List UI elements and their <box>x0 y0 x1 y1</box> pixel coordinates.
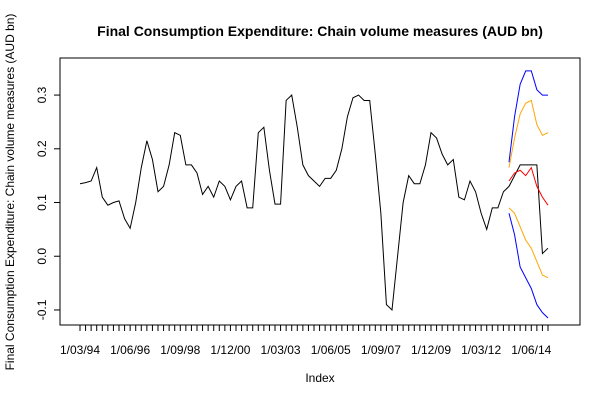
y-tick-label: 0.2 <box>35 140 49 157</box>
x-tick-label: 1/12/09 <box>411 343 451 357</box>
series-line <box>508 99 549 168</box>
series-line <box>508 70 548 163</box>
y-tick-label: 0.0 <box>35 248 49 265</box>
series-line <box>508 207 549 279</box>
x-tick-label: 1/12/00 <box>210 343 250 357</box>
series-line <box>79 94 549 312</box>
series-line <box>508 213 549 319</box>
series-line <box>508 166 549 206</box>
x-tick-label: 1/03/12 <box>461 343 501 357</box>
chart-title: Final Consumption Expenditure: Chain vol… <box>97 23 543 39</box>
x-tick-label: 1/09/07 <box>361 343 401 357</box>
y-tick-label: -0.1 <box>35 299 49 320</box>
y-tick-label: 0.3 <box>35 86 49 103</box>
x-axis-label: Index <box>305 371 334 385</box>
x-tick-label: 1/03/03 <box>261 343 301 357</box>
y-axis-label: Final Consumption Expenditure: Chain vol… <box>3 14 17 371</box>
x-tick-label: 1/06/96 <box>110 343 150 357</box>
x-tick-label: 1/09/98 <box>160 343 200 357</box>
y-tick-label: 0.1 <box>35 194 49 211</box>
x-tick-label: 1/03/94 <box>60 343 100 357</box>
x-tick-label: 1/06/14 <box>511 343 551 357</box>
x-tick-label: 1/06/05 <box>311 343 351 357</box>
